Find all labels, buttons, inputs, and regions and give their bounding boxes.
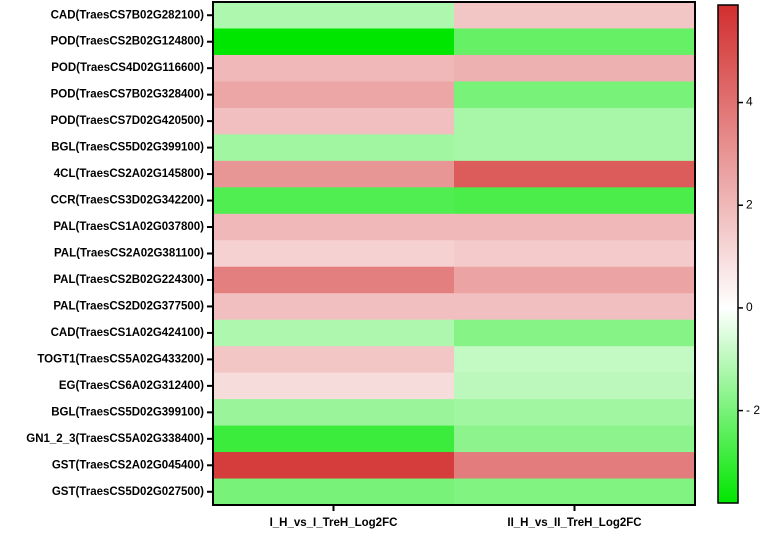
heatmap-cell (454, 478, 696, 506)
row-label: CAD(TraesCS1A02G424100) (51, 327, 205, 339)
heatmap-cell (454, 372, 696, 400)
heatmap-cell (454, 28, 696, 56)
heatmap-cell (213, 160, 455, 188)
heatmap-cell (454, 213, 696, 241)
row-label: PAL(TraesCS2A02G381100) (54, 248, 204, 260)
colorbar-tick-label: 2 (746, 197, 753, 211)
heatmap-border (212, 1, 696, 506)
heatmap-cell (454, 319, 696, 347)
heatmap-cell (213, 319, 455, 347)
heatmap-cell (213, 240, 455, 268)
heatmap-cell (213, 478, 455, 506)
heatmap-cell (213, 266, 455, 294)
row-label: PAL(TraesCS1A02G037800) (53, 221, 204, 233)
heatmap-cell (213, 213, 455, 241)
heatmap-cell (454, 346, 696, 374)
row-label: POD(TraesCS4D02G116600) (51, 62, 204, 74)
row-label: PAL(TraesCS2D02G377500) (53, 300, 204, 312)
column-label: I_H_vs_I_TreH_Log2FC (270, 517, 398, 529)
heatmap-cell (213, 346, 455, 374)
heatmap-cell (213, 372, 455, 400)
row-label: GST(TraesCS2A02G045400) (52, 459, 204, 471)
heatmap-cell (454, 240, 696, 268)
heatmap-cell (213, 2, 455, 29)
column-label: II_H_vs_II_TreH_Log2FC (507, 517, 641, 529)
heatmap-cell (213, 107, 455, 135)
row-label: EG(TraesCS6A02G312400) (59, 380, 204, 392)
row-label: 4CL(TraesCS2A02G145800) (54, 168, 204, 180)
heatmap-cell (454, 425, 696, 453)
heatmap-cell (454, 293, 696, 321)
heatmap-cell (454, 452, 696, 480)
heatmap-cell (213, 81, 455, 109)
row-label: GST(TraesCS5D02G027500) (52, 486, 204, 498)
row-label: GN1_2_3(TraesCS5A02G338400) (26, 433, 204, 445)
heatmap-cell (213, 134, 455, 162)
heatmap-cell (213, 54, 455, 82)
heatmap-cell (454, 81, 696, 109)
colorbar-tick-label: 0 (746, 300, 753, 314)
heatmap-cell (454, 134, 696, 162)
colorbar-tick-label: 4 (746, 95, 753, 109)
colorbar-tick-label: - 2 (746, 403, 760, 417)
heatmap-cell (213, 425, 455, 453)
heatmap-cell (213, 399, 455, 427)
heatmap-cell (454, 399, 696, 427)
row-label: POD(TraesCS2B02G124800) (51, 36, 205, 48)
row-label: TOGT1(TraesCS5A02G433200) (37, 353, 204, 365)
row-label: BGL(TraesCS5D02G399100) (51, 406, 204, 418)
heatmap-cell (213, 28, 455, 56)
row-label: PAL(TraesCS2B02G224300) (53, 274, 204, 286)
row-label: CAD(TraesCS7B02G282100) (51, 9, 205, 21)
row-label: CCR(TraesCS3D02G342200) (51, 195, 205, 207)
heatmap-cell (454, 2, 696, 29)
row-label: POD(TraesCS7B02G328400) (51, 89, 205, 101)
heatmap-cell (454, 266, 696, 294)
heatmap-cell (454, 160, 696, 188)
colorbar (717, 4, 739, 504)
heatmap-cell (213, 452, 455, 480)
heatmap-cell (454, 187, 696, 215)
heatmap-cell (213, 293, 455, 321)
row-label: POD(TraesCS7D02G420500) (51, 115, 205, 127)
heatmap-cell (213, 187, 455, 215)
heatmap-cell (454, 107, 696, 135)
row-label: BGL(TraesCS5D02G399100) (51, 142, 204, 154)
heatmap-cell (454, 54, 696, 82)
